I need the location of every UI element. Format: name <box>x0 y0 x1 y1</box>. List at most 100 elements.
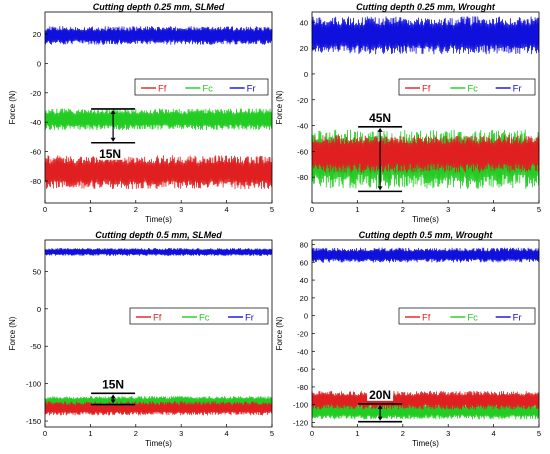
annotation-arrowhead-up <box>377 127 383 132</box>
y-tick-label: 40 <box>300 276 308 285</box>
range-annotation: 20N <box>358 387 403 423</box>
legend: Ff Fc Fr <box>129 307 269 325</box>
annotation-label-bg <box>100 377 127 391</box>
x-tick-label: 5 <box>270 429 274 438</box>
annotation-arrowhead-down <box>110 137 116 142</box>
series-line-ff <box>44 401 273 416</box>
legend: Ff Fc Fr <box>134 78 269 96</box>
y-tick-label: -20 <box>30 89 41 98</box>
annotation-arrowhead-down <box>377 416 383 421</box>
x-axis-label: Time(s) <box>412 215 439 224</box>
legend-label-fr: Fr <box>245 313 254 324</box>
chart-panel: Cutting depth 0.25 mm, Wrought 0 1 2 3 4 5 -80 -… <box>275 2 541 224</box>
y-tick-label: 20 <box>33 30 41 39</box>
annotation-arrowhead-down <box>110 399 116 404</box>
y-tick-label: -40 <box>30 118 41 127</box>
legend-label-fc: Fc <box>199 313 210 324</box>
y-axis-label: Force (N) <box>275 90 284 124</box>
chart-panel: Cutting depth 0.5 mm, Wrought 0 1 2 3 4 5 -120 -… <box>275 230 541 448</box>
x-tick-label: 1 <box>355 429 359 438</box>
x-tick-label: 5 <box>537 205 541 214</box>
annotation-label-bg <box>97 146 124 160</box>
x-tick-label: 3 <box>446 205 450 214</box>
y-tick-label: -50 <box>30 342 41 351</box>
annotation-arrowhead-down <box>377 186 383 191</box>
chart-panel: Cutting depth 0.25 mm, SLMed 0 1 2 3 4 5 -80 -60… <box>8 2 274 224</box>
legend-box <box>134 78 269 96</box>
annotation-arrowhead-up <box>110 109 116 114</box>
legend-box <box>398 78 536 96</box>
y-tick-label: 0 <box>37 305 41 314</box>
y-tick-label: -20 <box>297 330 308 339</box>
axes-frame <box>44 11 273 204</box>
y-tick-label: -100 <box>293 401 308 410</box>
y-tick-label: 0 <box>304 70 308 79</box>
x-tick-label: 5 <box>537 429 541 438</box>
y-axis-label: Force (N) <box>275 316 284 350</box>
y-tick-label: -20 <box>297 96 308 105</box>
x-tick-label: 4 <box>492 205 496 214</box>
chart-title: Cutting depth 0.5 mm, SLMed <box>95 230 222 240</box>
legend-label-ff: Ff <box>422 84 431 95</box>
legend-label-ff: Ff <box>158 84 167 95</box>
x-tick-label: 4 <box>225 429 229 438</box>
legend-box <box>398 307 536 325</box>
series-line-fc <box>44 108 273 131</box>
legend-box <box>129 307 269 325</box>
x-axis-label: Time(s) <box>412 439 439 448</box>
legend-label-fr: Fr <box>513 313 522 324</box>
legend-label-fc: Fc <box>467 84 478 95</box>
y-tick-label: -60 <box>30 148 41 157</box>
annotation-label: 45N <box>369 111 391 125</box>
x-tick-label: 2 <box>134 429 138 438</box>
range-annotation: 45N <box>358 110 403 193</box>
y-tick-label: -150 <box>26 417 41 426</box>
y-tick-label: 0 <box>304 312 308 321</box>
y-axis-label: Force (N) <box>8 316 17 350</box>
annotation-arrowhead-up <box>377 404 383 409</box>
x-tick-label: 1 <box>88 429 92 438</box>
y-tick-label: -60 <box>297 365 308 374</box>
series-line-fc <box>311 402 540 420</box>
y-tick-label: -40 <box>297 122 308 131</box>
legend-label-fc: Fc <box>202 84 213 95</box>
y-tick-label: 0 <box>37 59 41 68</box>
series-line-fr <box>311 16 540 55</box>
x-tick-label: 3 <box>179 205 183 214</box>
y-axis-label: Force (N) <box>8 90 17 124</box>
x-tick-label: 4 <box>225 205 229 214</box>
x-tick-label: 0 <box>43 429 47 438</box>
legend-label-fr: Fr <box>513 84 522 95</box>
y-tick-label: -80 <box>297 383 308 392</box>
annotation-label: 20N <box>369 388 391 402</box>
y-tick-label: -100 <box>26 380 41 389</box>
x-tick-label: 0 <box>43 205 47 214</box>
chart-panel: Cutting depth 0.5 mm, SLMed 0 1 2 3 4 5 -150 -10… <box>8 230 274 448</box>
series-line-fr <box>44 247 273 256</box>
y-tick-label: 40 <box>300 18 308 27</box>
annotation-label: 15N <box>99 147 121 161</box>
y-tick-label: 20 <box>300 44 308 53</box>
x-axis-label: Time(s) <box>145 439 172 448</box>
y-tick-label: -80 <box>297 173 308 182</box>
axes-frame <box>44 239 273 428</box>
x-tick-label: 0 <box>310 205 314 214</box>
y-tick-label: 50 <box>33 267 41 276</box>
series-line-fr <box>44 26 273 45</box>
annotation-label-bg <box>367 387 394 401</box>
axes-frame <box>311 11 540 204</box>
x-tick-label: 0 <box>310 429 314 438</box>
legend-label-ff: Ff <box>422 313 431 324</box>
annotation-arrowhead-up <box>110 394 116 399</box>
annotation-label-bg <box>367 110 394 124</box>
x-tick-label: 1 <box>355 205 359 214</box>
chart-title: Cutting depth 0.5 mm, Wrought <box>359 230 494 240</box>
y-tick-label: 60 <box>300 258 308 267</box>
legend-label-fr: Fr <box>247 84 256 95</box>
range-annotation: 15N <box>91 108 136 161</box>
x-tick-label: 2 <box>401 205 405 214</box>
y-tick-label: -40 <box>297 347 308 356</box>
series-line-ff <box>311 135 540 173</box>
y-tick-label: 20 <box>300 294 308 303</box>
x-tick-label: 2 <box>134 205 138 214</box>
